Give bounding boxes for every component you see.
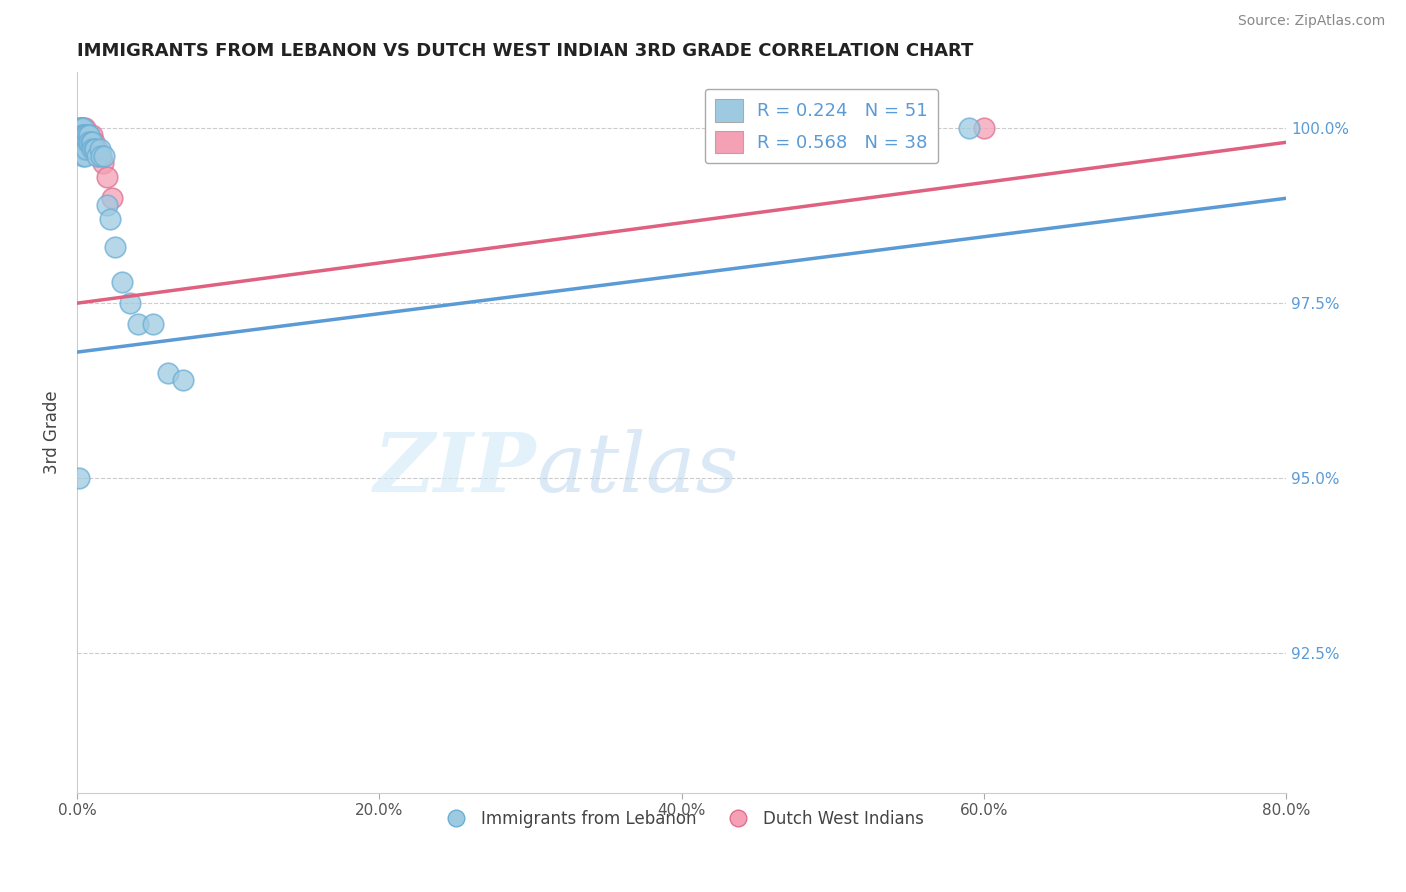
Point <box>73 149 96 163</box>
Point <box>73 128 96 143</box>
Point <box>70 136 93 150</box>
Point <box>70 128 93 143</box>
Point <box>83 136 105 150</box>
Point <box>90 149 112 163</box>
Point <box>72 136 94 150</box>
Point <box>80 136 103 150</box>
Point <box>89 142 111 156</box>
Point <box>72 128 94 143</box>
Point <box>77 136 100 150</box>
Point <box>69 128 91 143</box>
Point <box>86 142 108 156</box>
Point <box>104 240 127 254</box>
Text: Source: ZipAtlas.com: Source: ZipAtlas.com <box>1237 14 1385 28</box>
Point <box>156 366 179 380</box>
Point <box>75 142 97 156</box>
Point <box>67 121 90 136</box>
Point <box>77 136 100 150</box>
Point <box>76 136 98 150</box>
Point <box>957 121 980 136</box>
Point <box>84 142 107 156</box>
Point <box>73 128 96 143</box>
Point <box>75 128 97 143</box>
Point <box>89 149 111 163</box>
Point <box>72 121 94 136</box>
Point <box>82 128 104 143</box>
Point <box>111 275 134 289</box>
Point <box>76 128 98 143</box>
Point <box>973 121 995 136</box>
Point <box>87 149 110 163</box>
Point <box>73 128 96 143</box>
Point <box>76 136 98 150</box>
Point <box>96 198 118 212</box>
Point <box>127 317 149 331</box>
Point <box>72 149 94 163</box>
Point <box>75 128 97 143</box>
Point <box>67 128 90 143</box>
Point <box>72 128 94 143</box>
Point <box>83 142 105 156</box>
Point <box>73 136 96 150</box>
Point <box>82 136 104 150</box>
Point <box>73 128 96 143</box>
Y-axis label: 3rd Grade: 3rd Grade <box>44 391 60 475</box>
Point <box>73 136 96 150</box>
Text: atlas: atlas <box>537 428 738 508</box>
Point <box>172 373 194 387</box>
Point <box>69 128 91 143</box>
Point <box>96 170 118 185</box>
Point <box>70 128 93 143</box>
Point <box>72 128 94 143</box>
Point <box>76 128 98 143</box>
Point <box>93 149 115 163</box>
Point <box>101 191 124 205</box>
Text: ZIP: ZIP <box>374 428 537 508</box>
Point <box>82 142 104 156</box>
Point <box>77 128 100 143</box>
Point <box>75 136 97 150</box>
Point <box>69 136 91 150</box>
Point <box>70 121 93 136</box>
Point <box>73 142 96 156</box>
Point <box>70 136 93 150</box>
Point <box>118 296 141 310</box>
Point <box>70 128 93 143</box>
Point <box>84 142 107 156</box>
Point <box>67 128 90 143</box>
Point <box>75 136 97 150</box>
Point <box>72 136 94 150</box>
Point <box>142 317 165 331</box>
Point <box>70 121 93 136</box>
Point <box>91 156 114 170</box>
Point <box>76 142 98 156</box>
Point <box>75 128 97 143</box>
Point <box>72 121 94 136</box>
Point <box>67 136 90 150</box>
Legend: Immigrants from Lebanon, Dutch West Indians: Immigrants from Lebanon, Dutch West Indi… <box>433 804 931 835</box>
Point <box>72 142 94 156</box>
Point <box>77 128 100 143</box>
Point <box>80 136 103 150</box>
Point <box>69 136 91 150</box>
Point <box>70 128 93 143</box>
Point <box>70 128 93 143</box>
Point <box>70 142 93 156</box>
Point <box>86 149 108 163</box>
Point <box>69 121 91 136</box>
Point <box>69 128 91 143</box>
Point <box>98 212 121 227</box>
Point <box>73 121 96 136</box>
Point <box>73 142 96 156</box>
Text: IMMIGRANTS FROM LEBANON VS DUTCH WEST INDIAN 3RD GRADE CORRELATION CHART: IMMIGRANTS FROM LEBANON VS DUTCH WEST IN… <box>77 42 973 60</box>
Point <box>67 136 90 150</box>
Point <box>67 471 90 485</box>
Point <box>69 121 91 136</box>
Point <box>76 128 98 143</box>
Point <box>82 136 104 150</box>
